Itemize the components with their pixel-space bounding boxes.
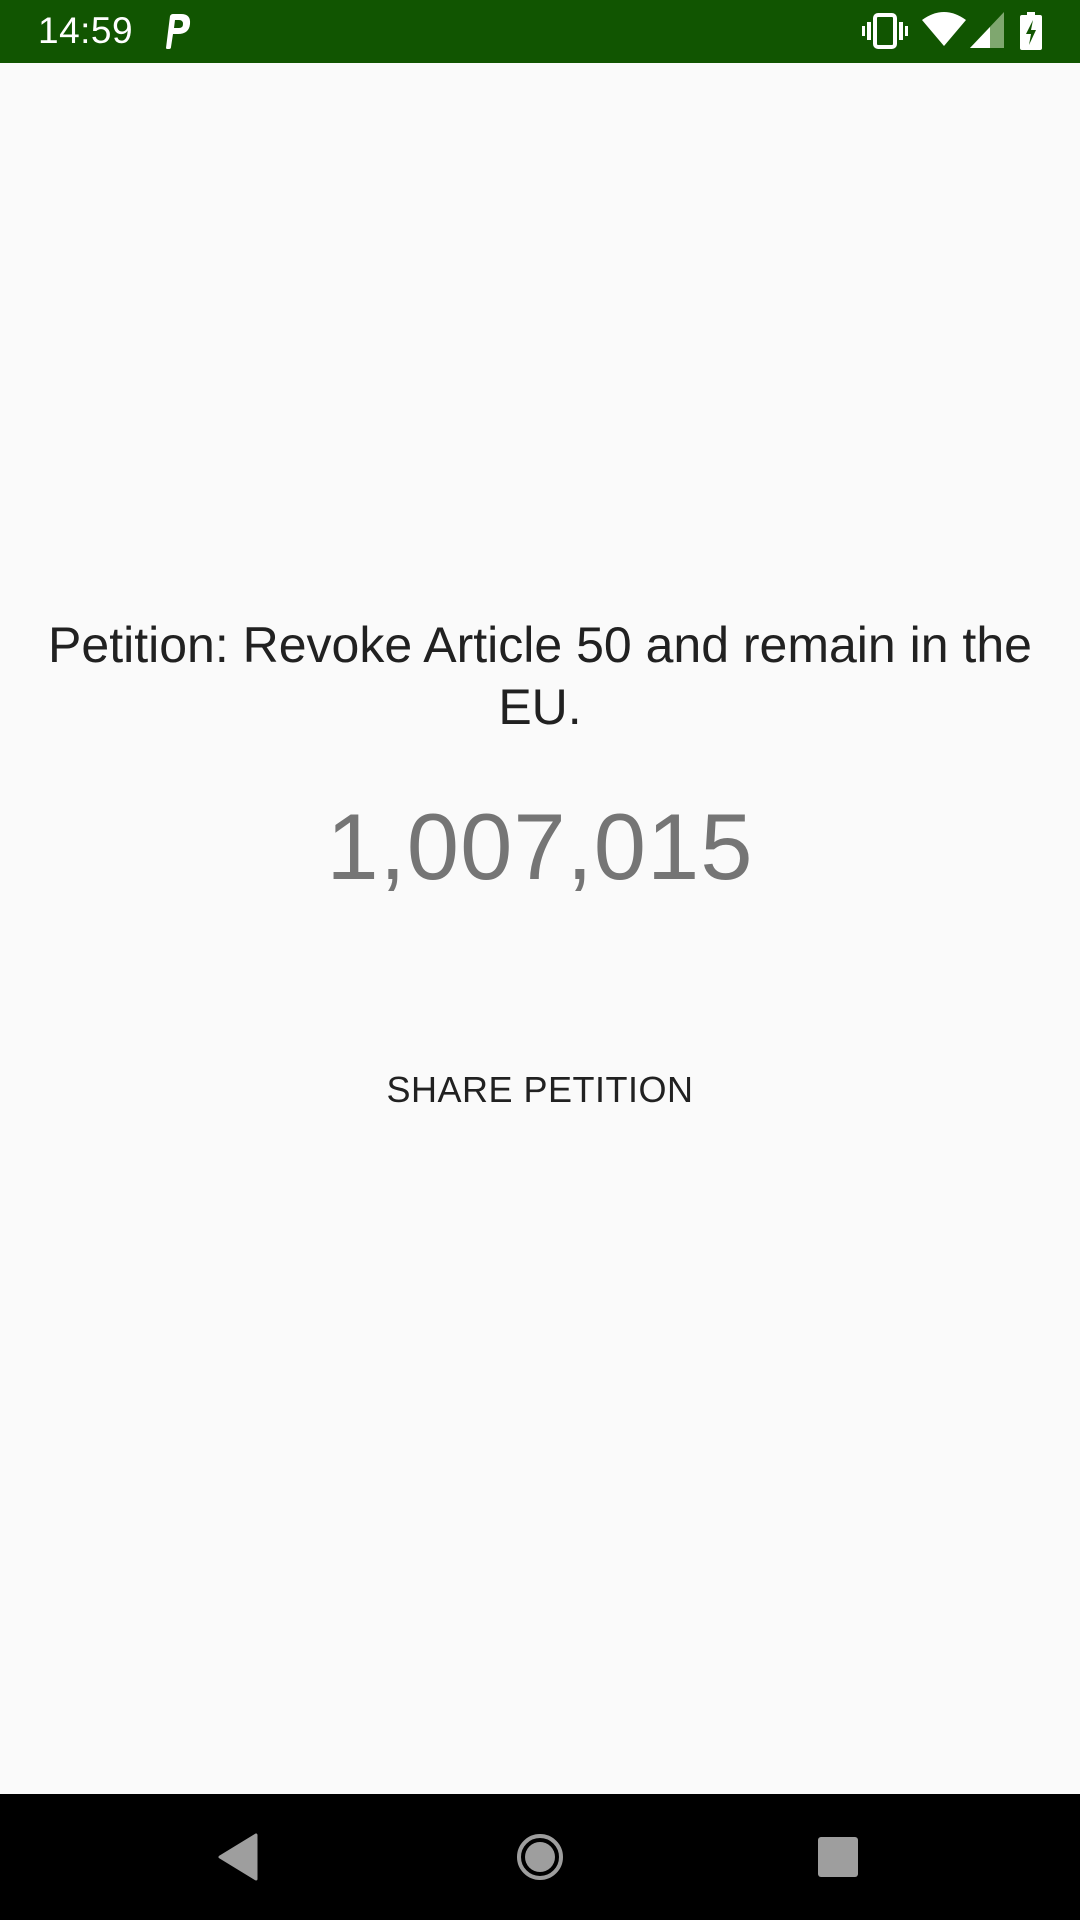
signature-count: 1,007,015 (326, 794, 754, 899)
battery-charging-icon (1020, 12, 1042, 50)
main-content (0, 63, 1080, 1794)
status-bar: 14:59 (0, 0, 1080, 63)
status-time: 14:59 (38, 10, 134, 51)
home-button[interactable] (450, 1794, 630, 1920)
cellular-signal-icon (970, 12, 1004, 48)
navigation-bar (0, 1794, 1080, 1920)
petition-title: Petition: Revoke Article 50 and remain i… (48, 617, 1032, 735)
home-icon (517, 1834, 563, 1880)
back-button[interactable] (148, 1794, 328, 1920)
share-petition-button[interactable]: SHARE PETITION (386, 1069, 694, 1110)
parking-p-icon (166, 14, 191, 49)
recents-button[interactable] (748, 1794, 928, 1920)
wifi-icon (922, 12, 966, 46)
back-icon (218, 1833, 258, 1881)
recents-icon (818, 1837, 858, 1877)
vibrate-icon (862, 13, 908, 49)
